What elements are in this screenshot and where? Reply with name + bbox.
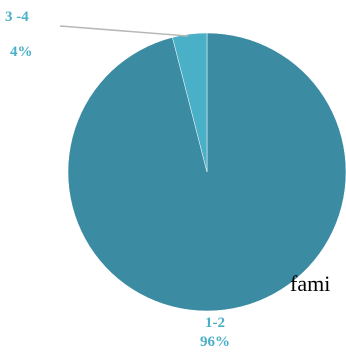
leader-line-3-4 xyxy=(59,25,189,37)
value-label-1-2: 96% xyxy=(200,334,230,350)
category-label-1-2: 1-2 xyxy=(205,315,225,331)
pie-slice-3-4 xyxy=(172,32,208,173)
overlay-text: fami xyxy=(290,271,331,296)
value-label-3-4: 4% xyxy=(10,44,33,60)
category-label-3-4: 3 -4 xyxy=(5,9,29,25)
pie-slices xyxy=(67,32,346,312)
